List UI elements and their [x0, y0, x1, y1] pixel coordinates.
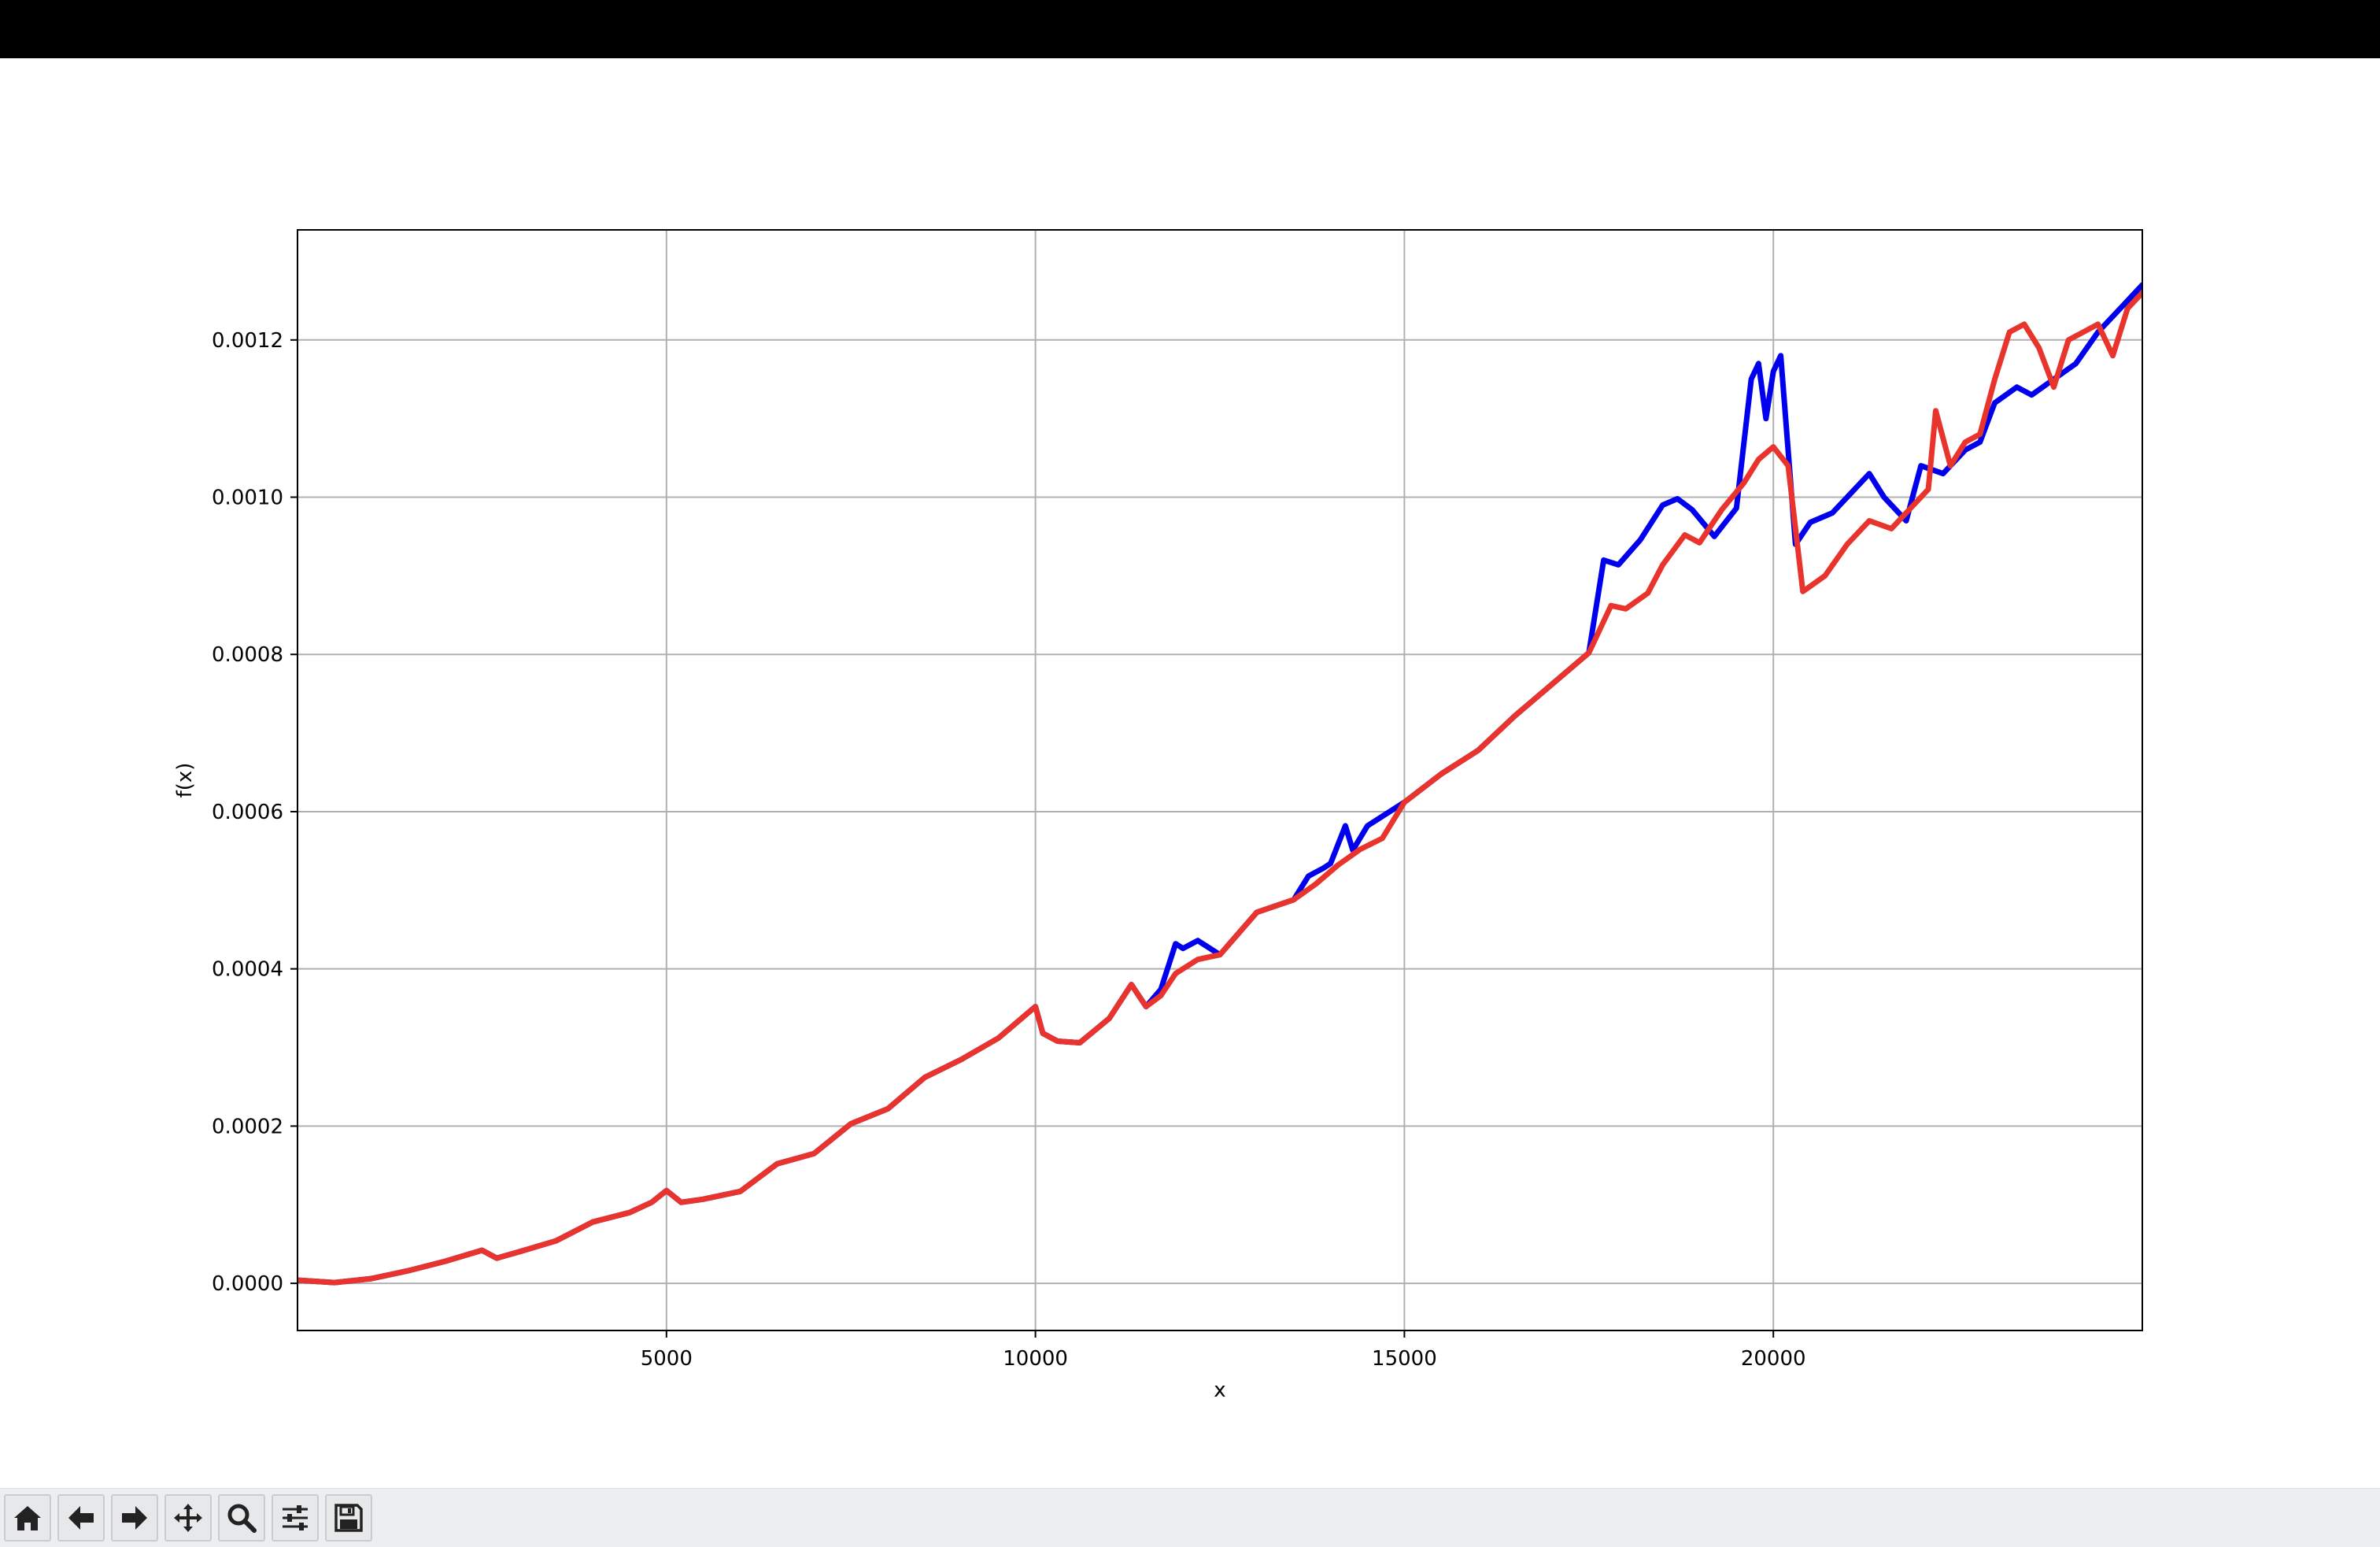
y-tick-label: 0.0010	[212, 487, 283, 510]
floppy-disk-icon	[334, 1504, 363, 1532]
y-tick-label: 0.0000	[212, 1272, 283, 1296]
zoom-button[interactable]	[218, 1494, 265, 1541]
y-tick-label: 0.0006	[212, 801, 283, 824]
x-tick-label: 5000	[641, 1347, 693, 1371]
series-lines	[298, 282, 2142, 1286]
x-tick-label: 15000	[1372, 1347, 1437, 1371]
line-chart: 5000 10000 15000 20000 0.0000 0.0002 0.0004 0.0…	[173, 229, 2143, 1402]
window-title-bar	[0, 0, 2380, 58]
series-line-2	[298, 290, 2142, 1286]
x-tick-label: 10000	[1003, 1347, 1068, 1371]
sliders-icon	[283, 1505, 308, 1530]
x-axis-label: x	[1214, 1379, 1225, 1402]
y-tick-label: 0.0012	[212, 329, 283, 353]
arrow-right-icon	[122, 1506, 147, 1530]
save-button[interactable]	[325, 1494, 372, 1541]
navigation-toolbar	[0, 1488, 2380, 1547]
configure-subplots-button[interactable]	[272, 1494, 319, 1541]
y-axis-label: f(x)	[173, 763, 197, 798]
plot-frame	[297, 229, 2143, 1331]
axis-ticks: 5000 10000 15000 20000 0.0000 0.0002 0.0004 0.0…	[212, 329, 1806, 1371]
home-button[interactable]	[4, 1494, 51, 1541]
back-button[interactable]	[57, 1494, 105, 1541]
plot-area	[298, 230, 2142, 1330]
forward-button[interactable]	[111, 1494, 158, 1541]
y-tick-label: 0.0002	[212, 1115, 283, 1138]
search-icon	[227, 1504, 257, 1533]
x-tick-label: 20000	[1741, 1347, 1806, 1371]
gridlines	[298, 230, 2142, 1330]
y-tick-label: 0.0004	[212, 958, 283, 982]
arrow-left-icon	[68, 1506, 94, 1530]
figure-canvas[interactable]: 5000 10000 15000 20000 0.0000 0.0002 0.0004 0.0…	[0, 58, 2380, 1488]
home-icon	[14, 1506, 41, 1530]
y-tick-label: 0.0008	[212, 643, 283, 667]
pan-button[interactable]	[164, 1494, 212, 1541]
move-icon	[174, 1504, 202, 1532]
